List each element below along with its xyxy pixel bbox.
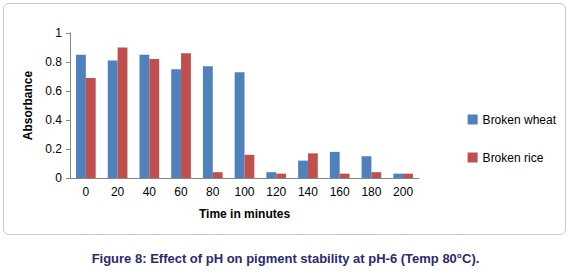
svg-text:Broken wheat: Broken wheat — [483, 113, 557, 127]
svg-text:0.2: 0.2 — [45, 142, 62, 156]
svg-text:120: 120 — [266, 185, 286, 199]
svg-text:200: 200 — [393, 185, 413, 199]
svg-text:Figure 8:: Figure 8: — [92, 251, 147, 266]
svg-text:0.6: 0.6 — [45, 84, 62, 98]
svg-text:0.4: 0.4 — [45, 113, 62, 127]
svg-text:0.8: 0.8 — [45, 55, 62, 69]
svg-text:160: 160 — [330, 185, 350, 199]
svg-text:Absorbance: Absorbance — [21, 71, 35, 141]
svg-text:140: 140 — [298, 185, 318, 199]
svg-text:0: 0 — [83, 185, 90, 199]
svg-text:180: 180 — [361, 185, 381, 199]
svg-text:Effect of pH on pigment stabil: Effect of pH on pigment stability at pH-… — [147, 251, 480, 266]
svg-text:1: 1 — [55, 26, 62, 40]
svg-text:100: 100 — [234, 185, 254, 199]
svg-text:Time in minutes: Time in minutes — [199, 207, 290, 221]
svg-text:60: 60 — [174, 185, 188, 199]
svg-text:Broken rice: Broken rice — [483, 151, 544, 165]
svg-text:20: 20 — [111, 185, 125, 199]
svg-text:0: 0 — [55, 171, 62, 185]
svg-text:40: 40 — [143, 185, 157, 199]
svg-text:80: 80 — [206, 185, 220, 199]
